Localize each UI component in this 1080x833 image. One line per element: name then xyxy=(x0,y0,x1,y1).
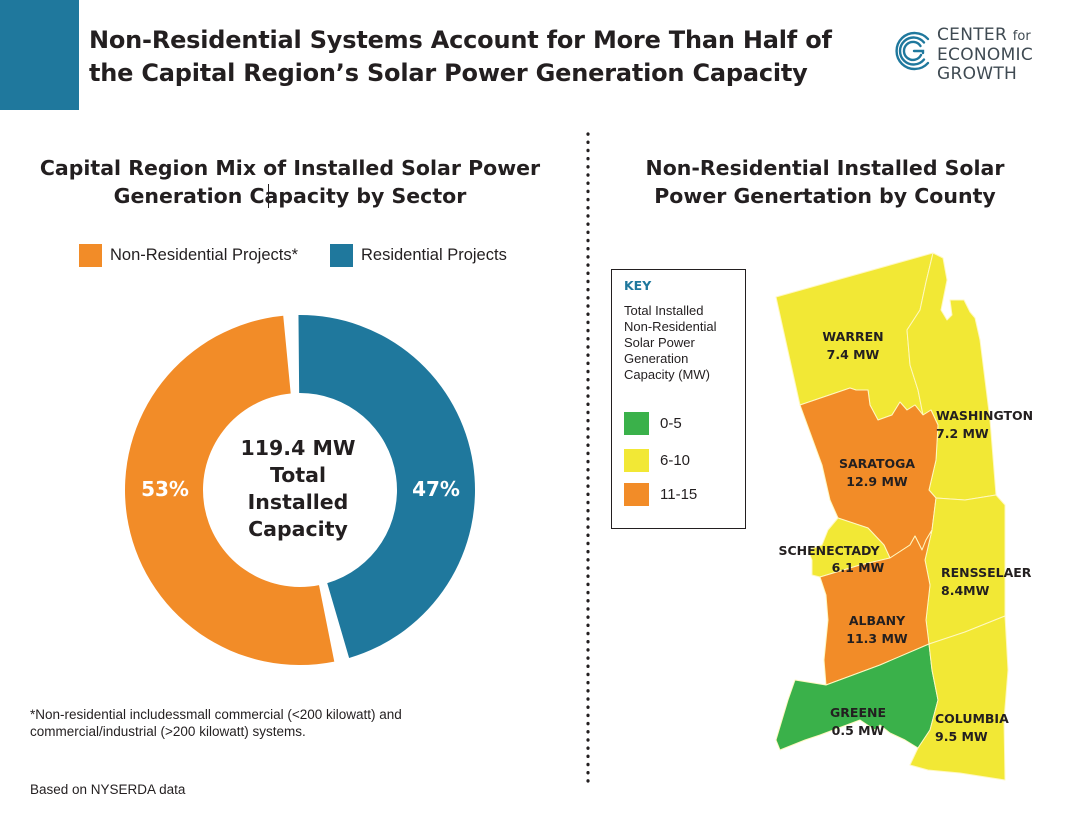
county-label-rensselaer: RENSSELAER xyxy=(941,565,1032,580)
center-label-line: Total xyxy=(270,463,326,487)
county-value-greene: 0.5 MW xyxy=(832,723,885,738)
county-label-washington: WASHINGTON xyxy=(936,408,1033,423)
county-label-albany: ALBANY xyxy=(849,613,906,628)
center-label-line: Capacity xyxy=(248,517,348,541)
key-item-label: 0-5 xyxy=(660,415,682,432)
footnote: *Non-residential includessmall commercia… xyxy=(30,706,490,740)
legend-label: Residential Projects xyxy=(361,246,507,264)
legend-swatch-non-residential xyxy=(79,244,102,267)
logo-line: for xyxy=(1012,29,1031,44)
county-schenectady xyxy=(807,517,891,578)
map-key: KEY Total Installed Non-Residential Sola… xyxy=(611,269,746,529)
header-accent-bar xyxy=(0,0,79,110)
logo-line: GROWTH xyxy=(937,64,1018,84)
county-labels: WARREN 7.4 MW WASHINGTON 7.2 MW SARATOGA… xyxy=(778,329,1033,744)
donut-center-label: 119.4 MW Total Installed Capacity xyxy=(241,436,356,541)
sector-donut-chart: 53% 47% 119.4 MW Total Installed Capacit… xyxy=(125,315,475,665)
county-value-columbia: 9.5 MW xyxy=(935,729,988,744)
county-map: WARREN 7.4 MW WASHINGTON 7.2 MW SARATOGA… xyxy=(775,252,1033,781)
data-source-note: Based on NYSERDA data xyxy=(30,782,186,797)
county-columbia xyxy=(909,615,1009,781)
county-value-albany: 11.3 MW xyxy=(846,631,908,646)
key-description-line: Solar Power xyxy=(624,335,695,350)
center-label-line: Installed xyxy=(248,490,349,514)
county-label-columbia: COLUMBIA xyxy=(935,711,1009,726)
map-title-line: Power Genertation by County xyxy=(654,184,996,208)
key-heading: KEY xyxy=(624,278,652,293)
legend-item-non-residential: Non-Residential Projects* xyxy=(79,244,298,267)
chart-title-line: Capital Region Mix of Installed Solar Po… xyxy=(39,156,541,180)
key-swatch-orange xyxy=(624,483,649,506)
county-albany xyxy=(819,529,933,686)
key-description-line: Total Installed xyxy=(624,303,704,318)
county-label-saratoga: SARATOGA xyxy=(839,456,915,471)
legend-swatch-residential xyxy=(330,244,353,267)
key-description-line: Generation xyxy=(624,351,689,366)
key-swatch-yellow xyxy=(624,449,649,472)
slice-label-non-residential: 53% xyxy=(141,477,189,501)
key-item-6-10: 6-10 xyxy=(624,449,690,472)
main-title-line: Non-Residential Systems Account for More… xyxy=(89,26,832,54)
key-description-line: Capacity (MW) xyxy=(624,367,710,382)
main-title: Non-Residential Systems Account for More… xyxy=(89,24,889,90)
county-label-warren: WARREN xyxy=(822,329,883,344)
key-description: Total Installed Non-Residential Solar Po… xyxy=(624,303,744,383)
key-item-label: 6-10 xyxy=(660,452,691,469)
key-swatch-green xyxy=(624,412,649,435)
county-label-schenectady: SCHENECTADY xyxy=(778,543,880,558)
logo-line: CENTER xyxy=(937,25,1008,45)
legend-item-residential: Residential Projects xyxy=(330,244,507,267)
footnote-line: commercial/industrial (>200 kilowatt) sy… xyxy=(30,724,306,739)
slice-label-residential: 47% xyxy=(412,477,460,501)
key-description-line: Non-Residential xyxy=(624,319,717,334)
county-value-washington: 7.2 MW xyxy=(936,426,989,441)
dotted-divider xyxy=(586,130,590,785)
center-for-economic-growth-logo: CENTER for ECONOMIC GROWTH xyxy=(893,26,1063,84)
county-value-rensselaer: 8.4MW xyxy=(941,583,990,598)
donut-slice-residential xyxy=(298,315,475,658)
cecg-logo-icon xyxy=(895,31,930,71)
map-title: Non-Residential Installed Solar Power Ge… xyxy=(600,154,1050,210)
map-title-line: Non-Residential Installed Solar xyxy=(645,156,1005,180)
donut-slice-non-residential xyxy=(125,315,335,665)
center-label-line: 119.4 MW xyxy=(241,436,356,460)
chart-title-line: Generation Capacity by Sector xyxy=(113,184,467,208)
logo-wordmark: CENTER for ECONOMIC GROWTH xyxy=(937,26,1033,84)
county-label-greene: GREENE xyxy=(830,705,886,720)
legend-label: Non-Residential Projects* xyxy=(110,246,299,264)
footnote-line: *Non-residential includessmall commercia… xyxy=(30,707,402,722)
key-item-11-15: 11-15 xyxy=(624,483,697,506)
key-item-label: 11-15 xyxy=(660,486,698,503)
county-value-saratoga: 12.9 MW xyxy=(846,474,908,489)
main-title-line: the Capital Region’s Solar Power Generat… xyxy=(89,59,808,87)
county-value-warren: 7.4 MW xyxy=(827,347,880,362)
county-value-schenectady: 6.1 MW xyxy=(832,560,885,575)
key-item-0-5: 0-5 xyxy=(624,412,682,435)
donut-chart-title: Capital Region Mix of Installed Solar Po… xyxy=(20,154,560,210)
logo-line: ECONOMIC xyxy=(937,45,1034,65)
text-cursor xyxy=(268,184,269,208)
